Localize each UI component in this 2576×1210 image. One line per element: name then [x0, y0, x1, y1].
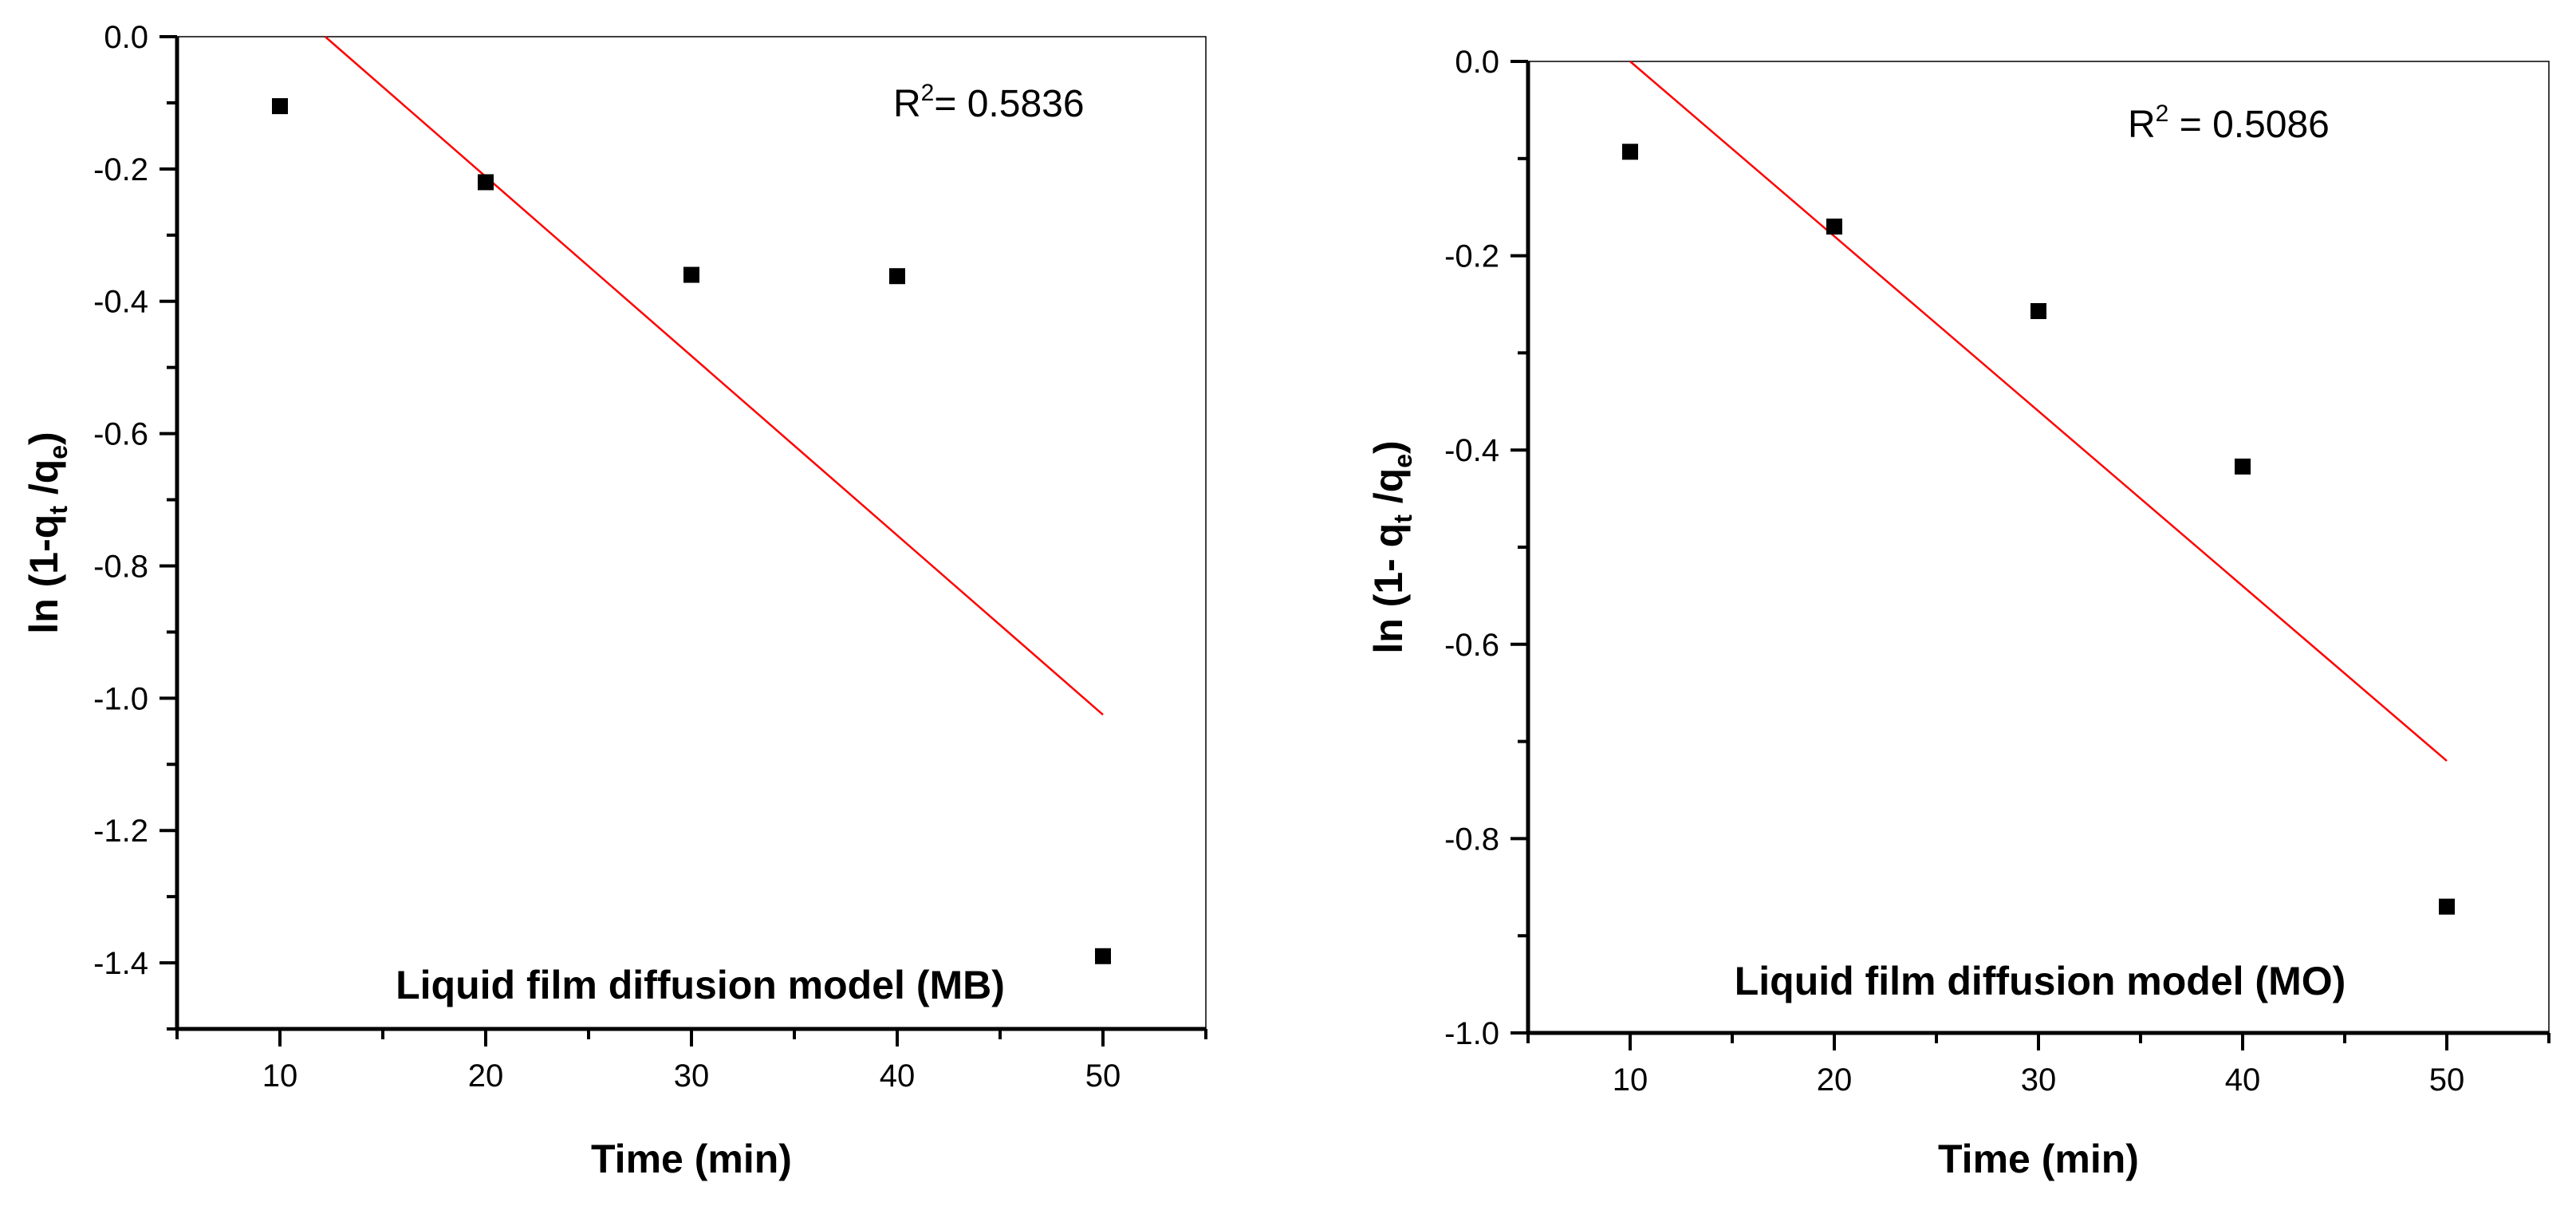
data-point	[1622, 144, 1638, 160]
y-axis-title: ln (1- qt /qe)	[1366, 440, 1417, 653]
y-tick-label: -0.6	[1444, 628, 1499, 663]
chart-title: Liquid film diffusion model (MO)	[1735, 959, 2346, 1003]
y-axis-title: ln (1-qt /qe)	[22, 432, 73, 633]
x-axis-title: Time (min)	[1938, 1137, 2139, 1181]
y-tick-label: -1.0	[93, 681, 148, 716]
fit-line	[324, 36, 1104, 716]
x-tick-label: 10	[1613, 1062, 1648, 1098]
y-tick-label: -0.8	[1444, 822, 1499, 857]
y-tick-label: 0.0	[104, 20, 148, 55]
fit-line	[1629, 61, 2448, 762]
data-point	[683, 266, 699, 283]
x-tick-label: 50	[1085, 1058, 1121, 1094]
x-tick-label: 40	[2225, 1062, 2261, 1098]
chart-title: Liquid film diffusion model (MB)	[396, 963, 1005, 1007]
data-point	[1826, 219, 1842, 235]
x-axis-title: Time (min)	[591, 1137, 792, 1181]
x-tick-label: 10	[262, 1058, 298, 1094]
data-point	[2235, 458, 2251, 475]
x-tick-label: 20	[1817, 1062, 1853, 1098]
r-squared-label: R2 = 0.5086	[2128, 101, 2330, 146]
data-point	[2439, 898, 2455, 915]
data-point	[478, 174, 494, 191]
data-point	[1095, 948, 1111, 964]
y-tick-label: -1.4	[93, 946, 148, 981]
y-tick-label: -1.0	[1444, 1016, 1499, 1051]
y-tick-label: -0.8	[93, 549, 148, 584]
plot-frame	[1527, 61, 2550, 1034]
x-tick-label: 30	[674, 1058, 710, 1094]
data-point	[272, 98, 288, 115]
plot-frame	[176, 36, 1207, 1030]
x-tick-label: 40	[880, 1058, 916, 1094]
y-tick-label: -0.2	[93, 152, 148, 187]
y-tick-label: -0.6	[93, 417, 148, 452]
data-point	[2030, 303, 2046, 320]
x-tick-label: 50	[2429, 1062, 2465, 1098]
y-tick-label: -0.4	[1444, 433, 1499, 468]
x-tick-label: 30	[2021, 1062, 2057, 1098]
y-tick-label: -0.2	[1444, 239, 1499, 274]
y-tick-label: -0.4	[93, 285, 148, 320]
y-tick-label: 0.0	[1455, 45, 1499, 80]
data-point	[889, 268, 905, 285]
x-tick-label: 20	[468, 1058, 504, 1094]
chart-1: 10 20 30 40 50 0.0 -0.2 -0.4 -0.6 -0.8 -1.0 -1.2 -1.…	[22, 20, 1207, 1181]
r-squared-label: R2= 0.5836	[893, 80, 1085, 125]
y-tick-label: -1.2	[93, 814, 148, 849]
chart-2: 10 20 30 40 50 0.0 -0.2 -0.4 -0.6 -0.8 -1.0 R2 = 0.…	[1366, 45, 2550, 1181]
